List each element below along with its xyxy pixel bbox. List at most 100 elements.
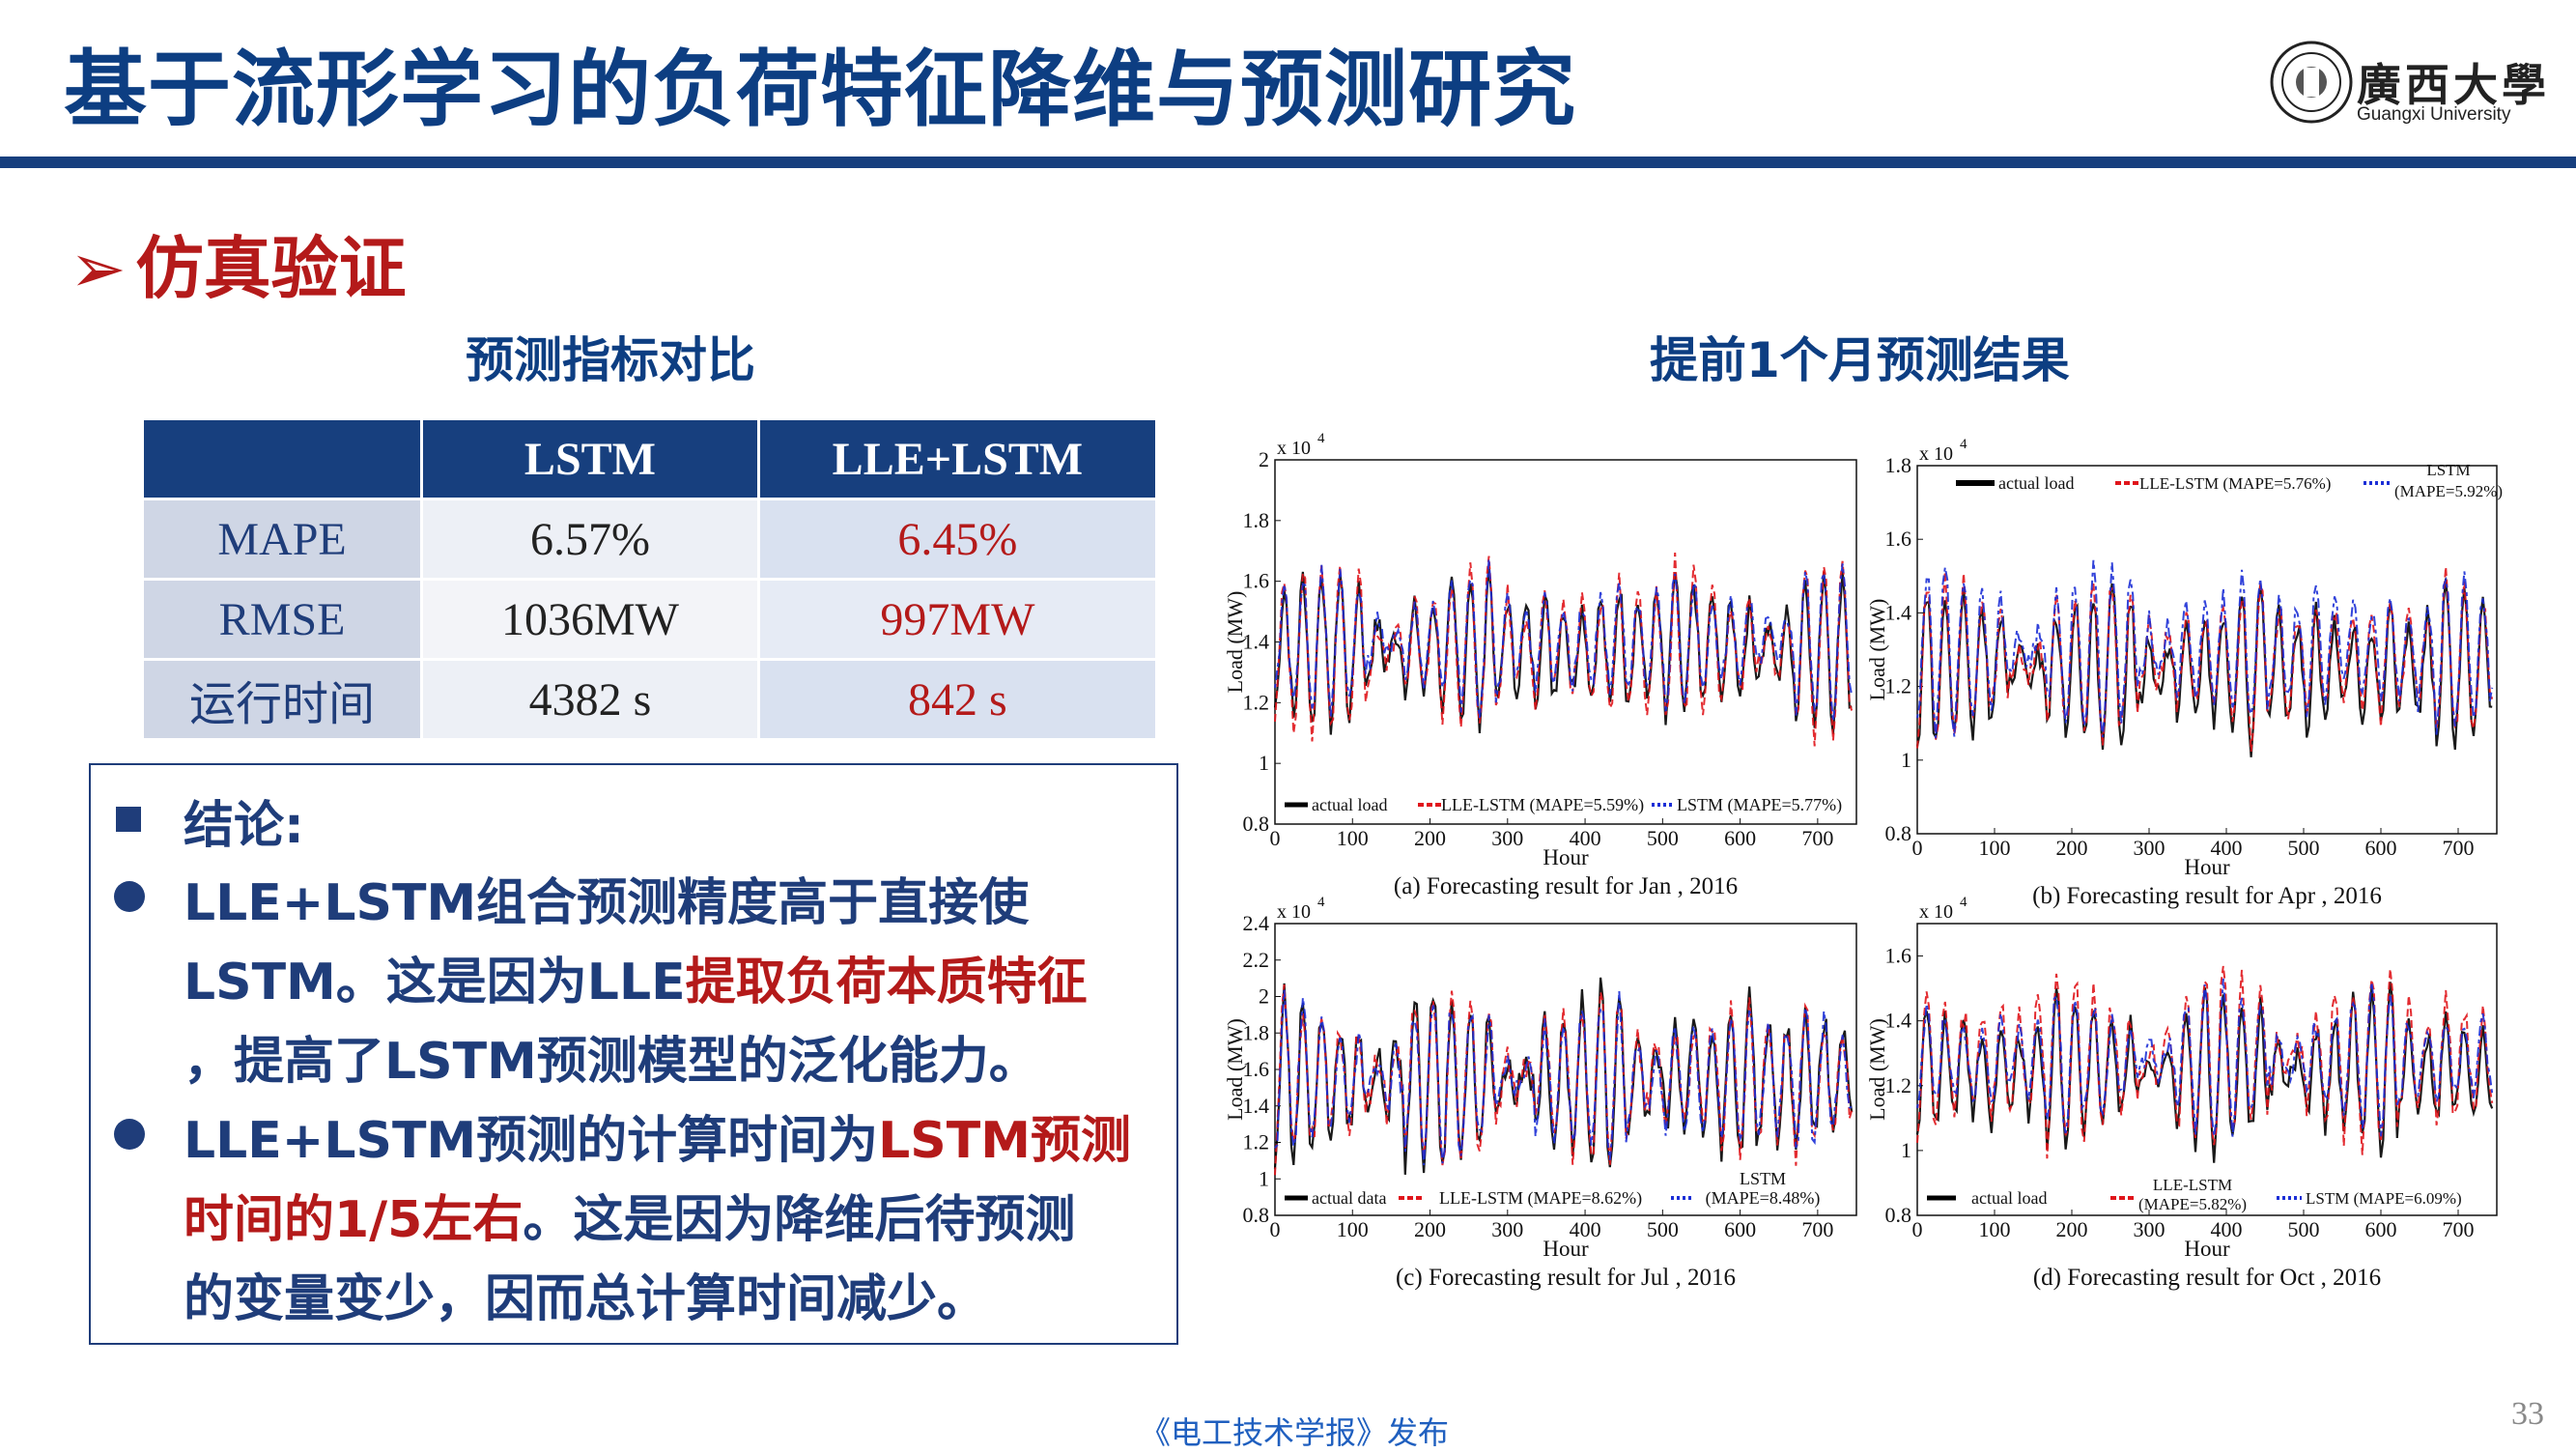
y-tick-label: 1 [1901, 1138, 1911, 1162]
x-tick-label: 0 [1270, 1217, 1281, 1241]
table-header-lstm: LSTM [420, 417, 760, 500]
x-tick-label: 500 [2288, 1217, 2320, 1241]
legend-label: LSTM (MAPE=5.77%) [1677, 795, 1842, 815]
y-multiplier: x 10 [1277, 901, 1311, 923]
section-title-text: 仿真验证 [135, 229, 407, 308]
x-tick-label: 0 [1270, 826, 1281, 850]
y-multiplier: x 10 [1919, 443, 1953, 465]
conclusion-line-4: LLE+LSTM预测的计算时间为LSTM预测 [184, 1099, 1131, 1172]
x-tick-label: 200 [2056, 836, 2088, 860]
x-tick-label: 200 [1414, 826, 1446, 850]
page-number: 33 [2511, 1396, 2544, 1432]
y-tick-label: 1 [1259, 751, 1269, 775]
legend-label: (MAPE=5.82%) [2138, 1195, 2247, 1213]
legend-label: actual data [1312, 1188, 1386, 1208]
y-tick-label: 1.6 [1885, 944, 1912, 968]
chart-caption: (c) Forecasting result for Jul , 2016 [1396, 1265, 1736, 1291]
series-line-lle-lstm [1916, 566, 2494, 753]
legend-label: actual load [1998, 473, 2074, 493]
series-line-lstm [1916, 559, 2494, 739]
forecast-chart-jan: 0 100 200 300 400 500 600 700 0.8 1 1.2 1.4 1.6 1.8 2 x… [1223, 431, 1857, 899]
conclusion-line-5-text: 。这是因为降维后待预测 [523, 1191, 1076, 1249]
y-tick-label: 2 [1259, 447, 1269, 471]
chart-caption: (d) Forecasting result for Oct , 2016 [2033, 1265, 2381, 1291]
cell-lle-lstm-rmse: 997MW [756, 578, 1159, 661]
conclusion-line-6: 的变量变少，因而总计算时间减少。 [184, 1270, 988, 1328]
x-axis-label: Hour [1543, 1237, 1589, 1261]
table-header-corner [140, 417, 424, 500]
plot-frame [1916, 923, 2498, 1216]
series-line-lstm [1916, 978, 2494, 1137]
y-tick-label: 1.6 [1885, 527, 1912, 551]
series-line-lle-lstm [1916, 965, 2494, 1159]
y-multiplier: x 10 [1277, 438, 1311, 459]
x-tick-label: 700 [1801, 1217, 1833, 1241]
chart-caption: (a) Forecasting result for Jan , 2016 [1394, 873, 1738, 899]
y-tick-label: 1.2 [1243, 690, 1270, 714]
x-tick-label: 100 [1337, 1217, 1369, 1241]
y-exponent: 4 [1317, 431, 1325, 446]
y-multiplier: x 10 [1919, 901, 1953, 923]
conclusion-heading: 结论: [184, 797, 304, 855]
x-tick-label: 100 [1979, 1217, 2011, 1241]
y-axis-label: Load (MW) [1865, 599, 1889, 701]
x-axis-label: Hour [1543, 845, 1589, 869]
legend-label: LSTM (MAPE=6.09%) [2306, 1189, 2462, 1208]
y-exponent: 4 [1960, 895, 1967, 910]
cell-lstm-rmse: 1036MW [420, 578, 760, 661]
series-line-lstm [1274, 989, 1853, 1166]
legend-label: LLE-LSTM (MAPE=5.59%) [1441, 795, 1644, 815]
y-tick-label: 1.2 [1243, 1130, 1270, 1154]
legend-label: actual load [1971, 1188, 2047, 1208]
section-title: ➢ 仿真验证 [70, 214, 407, 312]
y-tick-label: 1.2 [1885, 674, 1912, 698]
x-tick-label: 300 [2134, 1217, 2166, 1241]
table-header-row: LSTM LLE+LSTM [140, 417, 1159, 500]
forecast-chart-jul: 0 100 200 300 400 500 600 700 0.8 1 1.2 1.4 1.6 1.8 2 2… [1223, 895, 1857, 1291]
y-tick-label: 1.2 [1885, 1073, 1912, 1097]
series-line-actual [1273, 566, 1853, 735]
metrics-table: LSTM LLE+LSTM MAPE 6.57% 6.45% RMSE 1036… [140, 417, 1159, 741]
conclusion-line-4-highlight: LSTM预测 [878, 1112, 1131, 1170]
y-axis-label: Load (MW) [1865, 1018, 1889, 1121]
y-tick-label: 1.8 [1885, 453, 1912, 477]
table-row: 运行时间 4382 s 842 s [140, 658, 1159, 741]
charts-heading: 提前1个月预测结果 [1650, 332, 2070, 388]
x-tick-label: 200 [2056, 1217, 2088, 1241]
y-tick-label: 1.4 [1243, 630, 1270, 654]
header-divider-bar [0, 157, 2576, 168]
legend-label: LSTM [2426, 461, 2470, 479]
conclusion-line-2-highlight: 提取负荷本质特征 [685, 954, 1088, 1011]
university-seal-logo [2270, 41, 2353, 124]
x-tick-label: 500 [1647, 826, 1679, 850]
y-tick-label: 2 [1259, 984, 1269, 1009]
x-axis-label: Hour [2184, 855, 2230, 879]
x-tick-label: 700 [2443, 836, 2475, 860]
university-logo-subtitle: Guangxi University [2357, 104, 2511, 125]
y-axis-label: Load (MW) [1223, 591, 1247, 694]
y-axis-label: Load (MW) [1223, 1018, 1247, 1121]
conclusion-box: 结论: LLE+LSTM组合预测精度高于直接使 LSTM。这是因为LLE提取负荷… [89, 763, 1178, 1345]
cell-lle-lstm-runtime: 842 s [756, 658, 1159, 741]
legend-label: LLE-LSTM [2153, 1176, 2232, 1194]
x-tick-label: 500 [1647, 1217, 1679, 1241]
x-tick-label: 400 [2211, 836, 2243, 860]
round-bullet-icon [114, 1119, 145, 1150]
x-tick-label: 200 [1414, 1217, 1446, 1241]
x-tick-label: 600 [2365, 836, 2397, 860]
y-tick-label: 0.8 [1243, 812, 1270, 836]
x-tick-label: 300 [1491, 1217, 1523, 1241]
y-tick-label: 1.4 [1243, 1094, 1270, 1118]
x-tick-label: 700 [1801, 826, 1833, 850]
x-tick-label: 300 [1491, 826, 1523, 850]
legend-label: LSTM [1740, 1169, 1786, 1188]
table-row: RMSE 1036MW 997MW [140, 578, 1159, 661]
legend-label: actual load [1312, 795, 1387, 814]
conclusion-line-1: LLE+LSTM组合预测精度高于直接使 [184, 874, 1030, 932]
table-header-lle-lstm: LLE+LSTM [756, 417, 1159, 500]
table-row: MAPE 6.57% 6.45% [140, 498, 1159, 581]
forecast-chart-oct: 0 100 200 300 400 500 600 700 0.8 1 1.2 1.4 1.6 x 10 4… [1865, 895, 2498, 1291]
x-tick-label: 700 [2443, 1217, 2475, 1241]
row-label-rmse: RMSE [140, 578, 424, 661]
y-tick-label: 1.4 [1885, 1009, 1912, 1033]
